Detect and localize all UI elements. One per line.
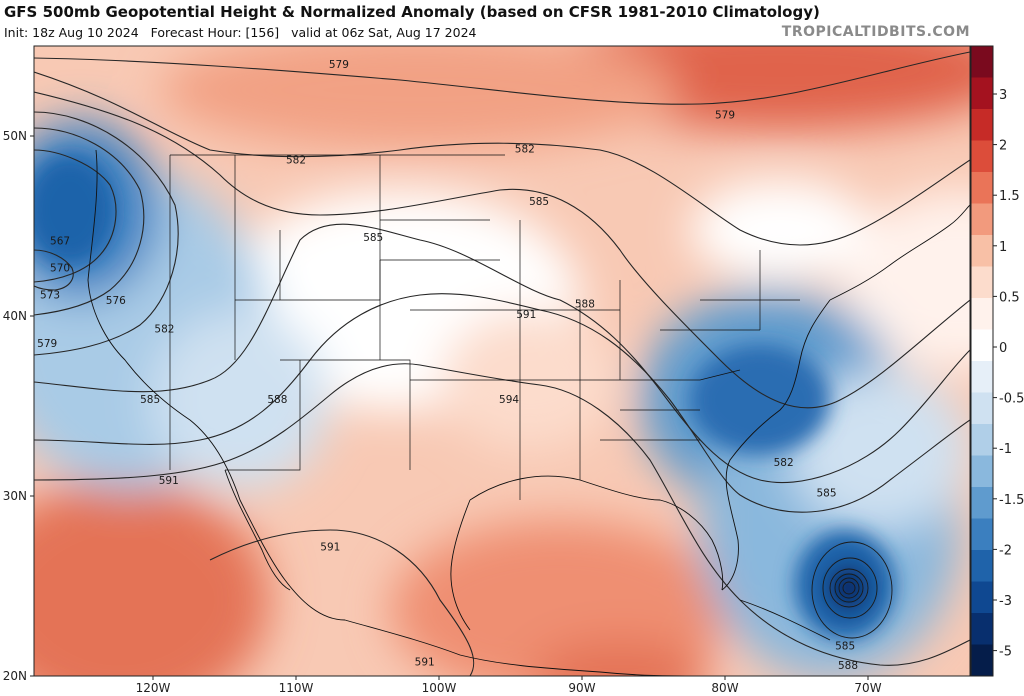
colorbar-segment — [971, 361, 993, 393]
contour-label: 588 — [575, 298, 595, 310]
colorbar-label: 0.5 — [999, 290, 1020, 305]
state-borders — [169, 154, 800, 500]
colorbar-segment — [971, 455, 993, 488]
contour-label: 585 — [363, 232, 383, 244]
lon-label: 110W — [279, 681, 314, 695]
colorbar-segment — [971, 77, 993, 110]
vortex-rings — [811, 541, 893, 639]
lat-label: 50N — [3, 129, 27, 143]
contour-label: 585 — [817, 487, 837, 499]
latitude-labels: 50N 40N 30N 20N — [3, 129, 34, 683]
height-contours — [34, 51, 970, 676]
site-credit: TROPICALTIDBITS.COM — [781, 24, 970, 40]
contour-label: 567 — [50, 235, 70, 247]
colorbar-frame — [970, 45, 994, 677]
map-title: GFS 500mb Geopotential Height & Normaliz… — [4, 3, 820, 21]
colorbar-segment — [971, 518, 993, 551]
contour-label: 591 — [415, 657, 435, 669]
contour-label: 579 — [715, 109, 735, 121]
contour-label: 591 — [320, 541, 340, 553]
contour-label: 585 — [529, 196, 549, 208]
colorbar-segment — [971, 172, 993, 204]
colorbar-segment — [971, 298, 993, 330]
colorbar-segment — [971, 203, 993, 236]
colorbar-segment — [971, 329, 993, 362]
colorbar-segment — [971, 266, 993, 299]
lon-label: 120W — [136, 681, 171, 695]
contour-label: 579 — [37, 338, 57, 350]
colorbar-label: 1.5 — [999, 189, 1020, 204]
contour-label: 591 — [516, 309, 536, 321]
colorbar-segment — [971, 235, 993, 267]
longitude-labels: 120W 110W 100W 90W 80W 70W — [136, 676, 882, 695]
colorbar-segment — [971, 392, 993, 425]
colorbar-segment — [971, 613, 993, 645]
contour-label: 588 — [267, 394, 287, 406]
contour-label: 582 — [286, 154, 306, 166]
lon-label: 90W — [568, 681, 595, 695]
contour-label: 582 — [515, 144, 535, 156]
forecast-hour: Forecast Hour: [156] — [150, 25, 280, 40]
lon-label: 100W — [422, 681, 457, 695]
colorbar-label: 2 — [999, 139, 1007, 154]
contour-labels: 579 579 582 582 585 585 567 570 573 576 579 582 588 5… — [37, 59, 858, 672]
contour-label: 582 — [154, 324, 174, 336]
contour-label: 579 — [329, 59, 349, 71]
valid-time: valid at 06z Sat, Aug 17 2024 — [291, 25, 477, 40]
colorbar-segment — [971, 109, 993, 141]
coastline — [87, 149, 970, 676]
colorbar-label: -1 — [999, 442, 1012, 457]
contour-label: 582 — [774, 457, 794, 469]
colorbar-label: 0 — [999, 341, 1007, 356]
colorbar-label: -0.5 — [999, 392, 1024, 407]
lat-label: 20N — [3, 669, 27, 683]
colorbar-segment — [971, 424, 993, 456]
colorbar-segment — [971, 581, 993, 614]
contour-label: 576 — [106, 295, 126, 307]
colorbar-label: 3 — [999, 88, 1007, 103]
colorbar: 3 2 1.5 1 0.5 0 -0.5 -1 -1.5 -2 -3 -5 — [970, 45, 1024, 677]
lat-label: 40N — [3, 309, 27, 323]
anomaly-shading — [34, 46, 970, 676]
contour-label: 594 — [499, 394, 519, 406]
colorbar-segment — [971, 46, 993, 78]
colorbar-label: -1.5 — [999, 493, 1024, 508]
contour-label: 588 — [838, 660, 858, 672]
map-frame — [33, 45, 971, 677]
contour-label: 585 — [140, 394, 160, 406]
contour-label: 591 — [159, 475, 179, 487]
colorbar-label: -3 — [999, 594, 1012, 609]
colorbar-segment — [971, 140, 993, 173]
colorbar-segment — [971, 644, 993, 677]
map-subtitle: Init: 18z Aug 10 2024 Forecast Hour: [15… — [4, 25, 477, 40]
init-time: Init: 18z Aug 10 2024 — [4, 25, 139, 40]
contour-label: 585 — [835, 640, 855, 652]
lon-label: 70W — [854, 681, 881, 695]
colorbar-segment — [971, 550, 993, 582]
lon-label: 80W — [711, 681, 738, 695]
lat-label: 30N — [3, 489, 27, 503]
colorbar-label: 1 — [999, 240, 1007, 255]
colorbar-label: -5 — [999, 645, 1012, 660]
contour-label: 570 — [50, 262, 70, 274]
colorbar-segment — [971, 487, 993, 519]
contour-label: 573 — [40, 289, 60, 301]
colorbar-label: -2 — [999, 543, 1012, 558]
